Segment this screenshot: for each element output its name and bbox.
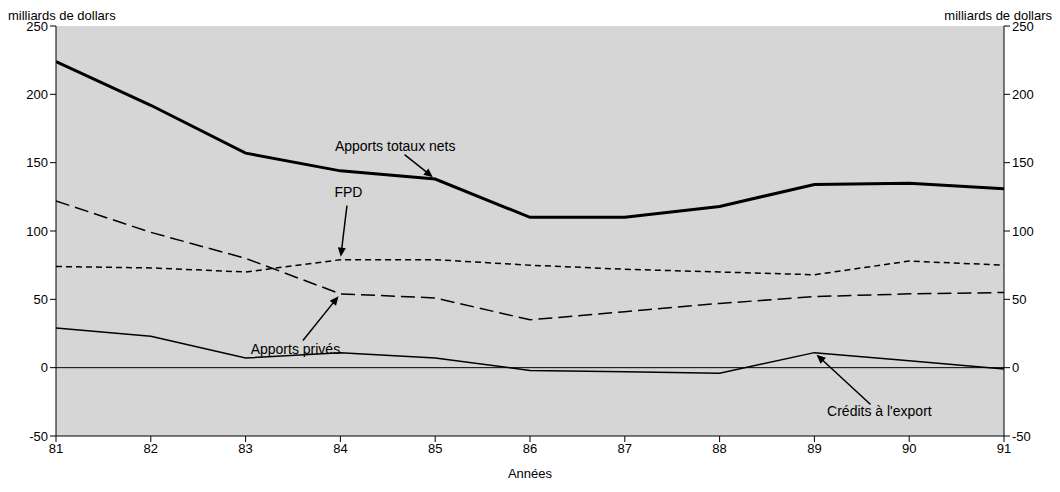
svg-text:Apports privés: Apports privés [251,341,340,357]
svg-text:100: 100 [1012,224,1034,239]
svg-text:-50: -50 [29,429,48,444]
svg-text:150: 150 [26,155,48,170]
svg-text:250: 250 [1012,19,1034,34]
html-text:milliards de dollars: milliards de dollars [944,8,1052,23]
svg-text:87: 87 [618,441,632,456]
svg-text:89: 89 [807,441,821,456]
svg-text:Crédits à l'export: Crédits à l'export [827,403,932,419]
svg-text:82: 82 [144,441,158,456]
svg-text:91: 91 [997,441,1011,456]
html-text:milliards de dollars: milliards de dollars [8,8,116,23]
svg-text:200: 200 [26,87,48,102]
svg-text:100: 100 [26,224,48,239]
svg-text:85: 85 [428,441,442,456]
svg-text:0: 0 [41,360,48,375]
svg-text:83: 83 [238,441,252,456]
svg-text:Années: Années [508,466,553,481]
svg-text:88: 88 [712,441,726,456]
svg-text:150: 150 [1012,155,1034,170]
svg-text:Apports totaux nets: Apports totaux nets [335,138,456,154]
svg-text:86: 86 [523,441,537,456]
svg-text:84: 84 [333,441,347,456]
svg-text:200: 200 [1012,87,1034,102]
svg-text:50: 50 [1012,292,1026,307]
svg-text:-50: -50 [1012,429,1031,444]
svg-text:50: 50 [34,292,48,307]
svg-text:250: 250 [26,19,48,34]
svg-text:0: 0 [1012,360,1019,375]
svg-text:FPD: FPD [334,184,362,200]
svg-text:90: 90 [902,441,916,456]
svg-text:81: 81 [49,441,63,456]
